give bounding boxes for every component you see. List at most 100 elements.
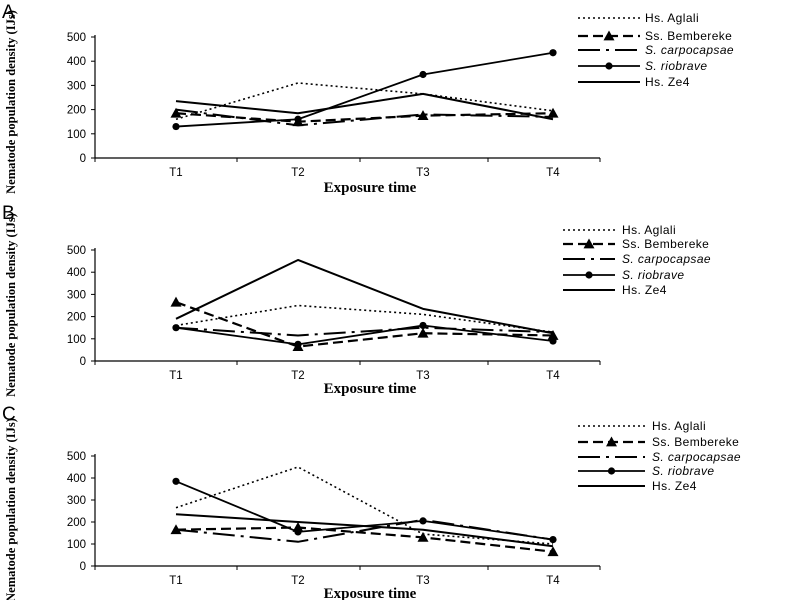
x-tick-label: T4 — [546, 575, 560, 587]
legend-entry: Hs. Ze4 — [645, 75, 690, 89]
y-tick-label: 300 — [67, 80, 86, 92]
y-tick-label: 100 — [67, 334, 86, 346]
data-point — [549, 49, 557, 57]
data-point — [172, 122, 180, 131]
series-line — [175, 301, 554, 348]
legend-entry: S. carpocapsae — [622, 252, 711, 266]
x-tick-label: T2 — [291, 370, 304, 382]
x-tick-label: T1 — [169, 575, 182, 587]
data-point — [547, 329, 559, 340]
y-tick-label: 200 — [67, 517, 86, 529]
legend-entry: S. riobrave — [645, 59, 707, 73]
series-line — [175, 513, 554, 548]
data-point — [172, 477, 180, 485]
y-tick-label: 400 — [67, 473, 86, 485]
y-tick-label: 500 — [67, 451, 86, 463]
x-axis-title: Exposure time — [324, 180, 417, 196]
legend-marker — [583, 238, 595, 249]
y-tick-label: 100 — [67, 129, 86, 141]
legend-entry: Ss. Bembereke — [652, 435, 739, 449]
y-tick-label: 200 — [67, 312, 86, 324]
data-point — [417, 327, 429, 338]
data-point — [549, 536, 557, 544]
x-tick-label: T1 — [169, 167, 182, 179]
y-tick-label: 500 — [67, 32, 86, 44]
panel-letter: C — [2, 404, 16, 425]
series-line — [175, 258, 554, 335]
data-point — [170, 296, 182, 307]
x-tick-label: T3 — [416, 370, 429, 382]
data-point — [172, 324, 180, 332]
legend-marker — [585, 271, 593, 279]
series-line — [175, 324, 554, 346]
panel-letter: B — [2, 203, 15, 224]
legend-entry: Hs. Ze4 — [622, 283, 667, 297]
data-point — [419, 517, 427, 525]
data-point — [170, 524, 182, 535]
legend-entry: S. carpocapsae — [645, 43, 734, 57]
y-axis-title: Nematode population density (IJs) — [4, 418, 18, 600]
y-axis-title: Nematode population density (IJs) — [4, 10, 18, 194]
chart-panel-b: B 0 100 200 300 400 500 T1 T2 T3 T4 Exposure time Ne… — [2, 203, 711, 397]
data-point — [294, 528, 302, 536]
legend-entry: S. riobrave — [622, 268, 684, 282]
y-tick-label: 400 — [67, 267, 86, 279]
data-point — [549, 337, 557, 345]
legend-entry: Ss. Bembereke — [645, 29, 732, 43]
y-tick-label: 500 — [67, 245, 86, 257]
legend-entry: S. riobrave — [652, 464, 714, 478]
x-tick-label: T4 — [546, 167, 560, 179]
data-point — [294, 115, 302, 123]
legend-marker — [606, 436, 617, 447]
series-line — [175, 112, 554, 123]
series-line — [175, 108, 554, 127]
series-line — [175, 466, 554, 545]
legend-entry: S. carpocapsae — [652, 450, 741, 464]
x-tick-label: T4 — [546, 370, 560, 382]
y-tick-label: 100 — [67, 539, 86, 551]
y-tick-label: 400 — [67, 56, 86, 68]
y-tick-label: 200 — [67, 105, 86, 117]
y-tick-label: 300 — [67, 289, 86, 301]
x-tick-label: T1 — [169, 370, 182, 382]
x-tick-label: T2 — [291, 167, 304, 179]
data-point — [417, 531, 429, 542]
legend-entry: Hs. Aglali — [645, 11, 699, 25]
legend-entry: Hs. Ze4 — [652, 479, 697, 493]
series-line — [175, 304, 554, 333]
legend-marker — [603, 30, 615, 41]
series-line — [175, 82, 554, 121]
series-line — [175, 92, 554, 121]
chart-panel-c: C 0 100 200 300 400 500 T1 T2 T3 T4 Exposure time Ne… — [2, 404, 741, 600]
x-axis-title: Exposure time — [324, 381, 417, 397]
x-tick-label: T2 — [291, 575, 304, 587]
data-point — [170, 107, 182, 118]
data-point — [419, 70, 427, 79]
data-point — [419, 321, 427, 330]
data-point — [294, 340, 302, 348]
series-line — [175, 326, 554, 337]
chart-panel-a: A 0 100 200 300 400 500 T1 T2 T3 T4 Exposure time Ne… — [2, 2, 734, 196]
legend-entry: Ss. Bembereke — [622, 237, 709, 251]
y-axis-title: Nematode population density (IJs) — [4, 213, 18, 397]
y-tick-label: 0 — [80, 153, 86, 165]
legend-marker — [607, 467, 616, 475]
data-point — [547, 107, 559, 118]
panel-letter: A — [2, 2, 15, 23]
legend-marker — [605, 62, 613, 70]
legend-entry: Hs. Aglali — [652, 419, 706, 433]
y-tick-label: 0 — [80, 561, 86, 573]
series-line — [175, 51, 554, 128]
y-tick-label: 0 — [80, 356, 86, 368]
series-line — [175, 526, 554, 553]
legend-entry: Hs. Aglali — [622, 223, 676, 237]
x-axis-title: Exposure time — [324, 586, 417, 600]
data-point — [547, 546, 559, 557]
data-point — [292, 522, 304, 532]
x-tick-label: T3 — [416, 167, 429, 179]
data-point — [417, 110, 429, 121]
